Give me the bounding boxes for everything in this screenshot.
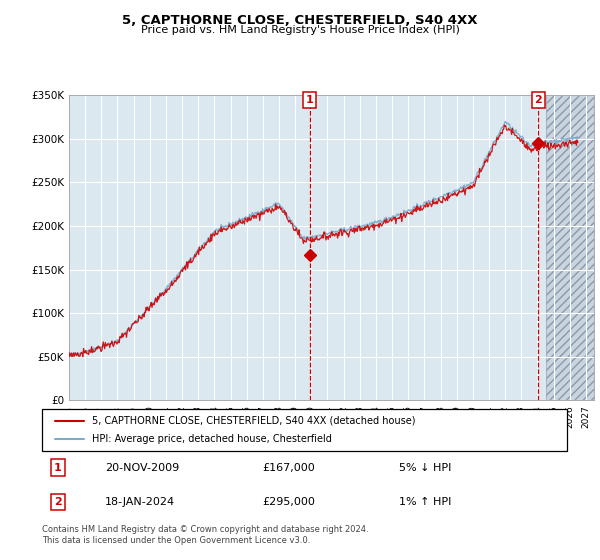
Text: Price paid vs. HM Land Registry's House Price Index (HPI): Price paid vs. HM Land Registry's House …: [140, 25, 460, 35]
Text: 1: 1: [306, 95, 314, 105]
Text: £167,000: £167,000: [263, 463, 315, 473]
Text: £295,000: £295,000: [263, 497, 316, 507]
Text: Contains HM Land Registry data © Crown copyright and database right 2024.
This d: Contains HM Land Registry data © Crown c…: [42, 525, 368, 545]
Text: 5, CAPTHORNE CLOSE, CHESTERFIELD, S40 4XX: 5, CAPTHORNE CLOSE, CHESTERFIELD, S40 4X…: [122, 14, 478, 27]
Text: 5, CAPTHORNE CLOSE, CHESTERFIELD, S40 4XX (detached house): 5, CAPTHORNE CLOSE, CHESTERFIELD, S40 4X…: [92, 416, 415, 426]
Text: 20-NOV-2009: 20-NOV-2009: [105, 463, 179, 473]
Bar: [545, 95, 594, 400]
Text: 1: 1: [54, 463, 62, 473]
Text: 18-JAN-2024: 18-JAN-2024: [105, 497, 175, 507]
Text: 2: 2: [535, 95, 542, 105]
Text: 2: 2: [54, 497, 62, 507]
Text: 5% ↓ HPI: 5% ↓ HPI: [399, 463, 451, 473]
Text: 1% ↑ HPI: 1% ↑ HPI: [399, 497, 451, 507]
FancyBboxPatch shape: [42, 409, 567, 451]
Text: HPI: Average price, detached house, Chesterfield: HPI: Average price, detached house, Ches…: [92, 434, 332, 444]
